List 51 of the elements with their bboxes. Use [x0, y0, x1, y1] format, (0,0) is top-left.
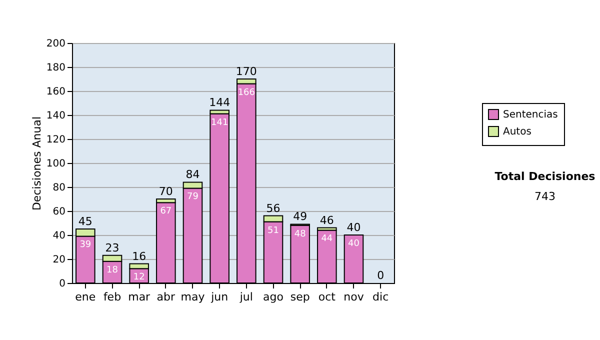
x-tick-label: feb: [103, 290, 122, 304]
x-tick-label: sep: [290, 290, 310, 304]
text: 743: [534, 190, 556, 203]
legend-label: Autos: [503, 126, 532, 138]
y-axis-title: Decisiones Anual: [30, 116, 44, 211]
data-label: 79: [187, 192, 199, 202]
data-label: 51: [268, 226, 279, 236]
total-label: 0: [377, 269, 384, 282]
legend-label: Sentencias: [503, 110, 558, 120]
data-label: 166: [238, 88, 256, 98]
data-label: 39: [80, 240, 92, 250]
x-tick-label: jun: [210, 290, 228, 304]
x-tick-label: abr: [156, 290, 176, 304]
y-tick-label: 80: [52, 182, 66, 194]
total-label: 16: [132, 250, 146, 263]
y-tick-label: 120: [46, 134, 66, 146]
total-label: 49: [293, 210, 308, 224]
y-tick-label: 160: [46, 86, 66, 98]
x-tick-label: nov: [344, 290, 364, 304]
y-tick-label: 0: [59, 278, 66, 290]
total-label: 45: [78, 215, 92, 228]
y-tick-label: 20: [52, 254, 66, 266]
data-label: 141: [210, 118, 228, 128]
x-tick-label: jul: [238, 290, 253, 304]
data-label: 12: [133, 272, 145, 283]
x-tick-label: may: [180, 290, 206, 304]
total-label: 84: [186, 168, 200, 182]
data-label: 48: [294, 229, 306, 240]
y-tick-label: 180: [46, 62, 66, 74]
y-tick-label: 60: [52, 206, 66, 218]
total-label: 144: [209, 96, 230, 110]
y-tick-label: 140: [46, 110, 66, 122]
total-label: 23: [105, 241, 120, 254]
y-tick-label: 100: [46, 158, 66, 170]
total-label: 170: [236, 65, 257, 78]
total-label: 70: [158, 185, 173, 198]
total-label: 40: [346, 221, 361, 234]
data-label: 18: [106, 265, 118, 276]
x-tick-label: oct: [318, 290, 336, 304]
data-label: 67: [160, 206, 172, 217]
data-label: 44: [321, 234, 333, 244]
y-tick-label: 40: [52, 230, 66, 242]
y-tick-label: 200: [46, 38, 66, 50]
total-label: 46: [320, 214, 334, 227]
total-label: 56: [266, 202, 280, 215]
data-label: 40: [348, 239, 360, 249]
x-tick-label: ene: [75, 290, 96, 304]
x-tick-label: ago: [263, 290, 284, 304]
x-tick-label: dic: [372, 290, 389, 304]
x-tick-label: mar: [128, 290, 151, 304]
text: Total Decisiones: [494, 170, 596, 183]
